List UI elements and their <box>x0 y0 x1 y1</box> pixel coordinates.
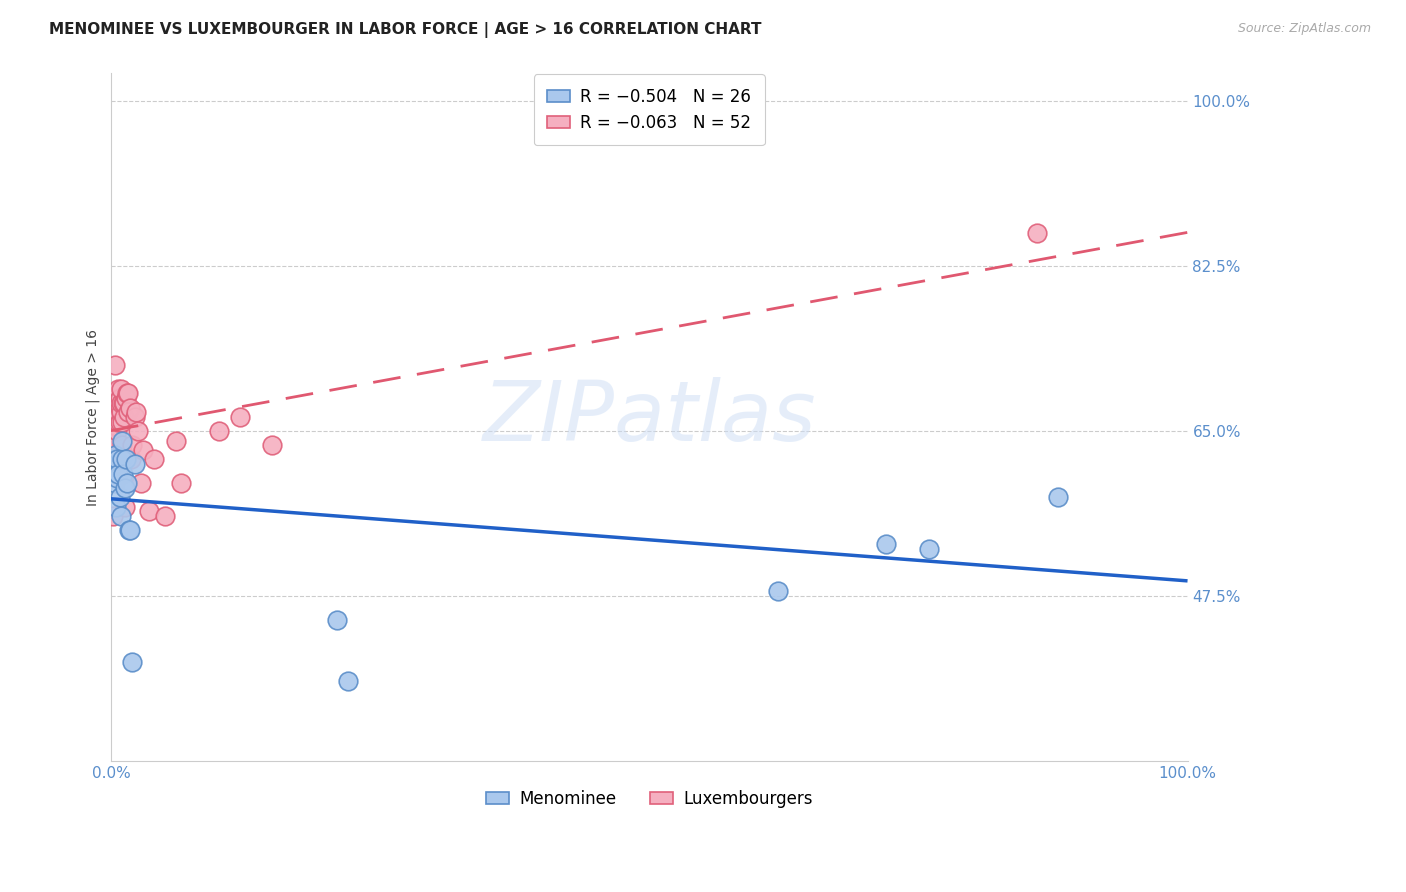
Point <box>1047 490 1070 504</box>
Point <box>105 452 128 467</box>
Point <box>110 382 132 396</box>
Point <box>105 410 128 425</box>
Point <box>124 410 146 425</box>
Point <box>107 386 129 401</box>
Point <box>108 490 131 504</box>
Point <box>105 401 128 415</box>
Legend: Menominee, Luxembourgers: Menominee, Luxembourgers <box>479 783 820 814</box>
Point <box>104 358 127 372</box>
Point <box>103 448 125 462</box>
Point <box>143 452 166 467</box>
Point <box>336 673 359 688</box>
Point <box>138 504 160 518</box>
Point <box>105 419 128 434</box>
Point <box>111 438 134 452</box>
Point <box>105 386 128 401</box>
Point <box>127 424 149 438</box>
Point <box>918 541 941 556</box>
Point <box>120 452 142 467</box>
Point <box>115 452 138 467</box>
Point <box>104 391 127 405</box>
Point <box>108 401 131 415</box>
Point <box>115 391 138 405</box>
Point <box>110 405 132 419</box>
Point <box>153 508 176 523</box>
Point <box>107 405 129 419</box>
Point <box>165 434 187 448</box>
Point <box>105 424 128 438</box>
Point <box>107 382 129 396</box>
Y-axis label: In Labor Force | Age > 16: In Labor Force | Age > 16 <box>86 328 100 506</box>
Point <box>110 396 132 410</box>
Point <box>104 448 127 462</box>
Point <box>1025 226 1047 240</box>
Point <box>114 500 136 514</box>
Point <box>114 481 136 495</box>
Point <box>111 452 134 467</box>
Point <box>121 655 143 669</box>
Point <box>110 508 132 523</box>
Point <box>117 405 139 419</box>
Point <box>111 467 134 481</box>
Point <box>107 415 129 429</box>
Point <box>115 475 138 490</box>
Point <box>124 405 146 419</box>
Point <box>111 396 134 410</box>
Point <box>103 443 125 458</box>
Point <box>105 410 128 425</box>
Point <box>105 500 128 514</box>
Point <box>111 415 134 429</box>
Text: ZIPatlas: ZIPatlas <box>482 376 815 458</box>
Point <box>121 438 143 452</box>
Point <box>875 537 897 551</box>
Point <box>118 523 141 537</box>
Point <box>107 467 129 481</box>
Point <box>105 434 128 448</box>
Point <box>104 475 127 490</box>
Point <box>207 424 229 438</box>
Point <box>105 457 128 471</box>
Point <box>129 475 152 490</box>
Point <box>112 410 135 425</box>
Text: Source: ZipAtlas.com: Source: ZipAtlas.com <box>1237 22 1371 36</box>
Point <box>115 386 138 401</box>
Point <box>108 415 131 429</box>
Point <box>103 452 125 467</box>
Point <box>768 584 790 599</box>
Point <box>112 396 135 410</box>
Point <box>105 396 128 410</box>
Point <box>105 396 128 410</box>
Point <box>120 523 142 537</box>
Point <box>117 386 139 401</box>
Point <box>108 391 131 405</box>
Point <box>105 471 128 485</box>
Point <box>111 434 134 448</box>
Text: MENOMINEE VS LUXEMBOURGER IN LABOR FORCE | AGE > 16 CORRELATION CHART: MENOMINEE VS LUXEMBOURGER IN LABOR FORCE… <box>49 22 762 38</box>
Point <box>326 613 349 627</box>
Point <box>101 508 124 523</box>
Point <box>124 457 146 471</box>
Point <box>107 396 129 410</box>
Point <box>229 410 252 425</box>
Point <box>262 438 284 452</box>
Point <box>170 475 193 490</box>
Point <box>120 401 142 415</box>
Point <box>132 443 155 458</box>
